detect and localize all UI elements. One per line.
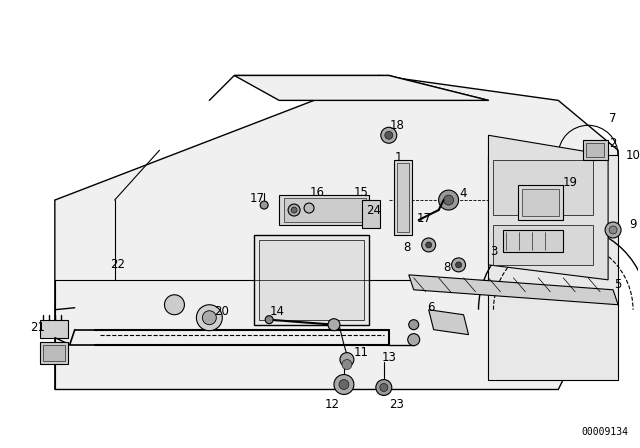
Polygon shape (234, 75, 488, 100)
Text: 8: 8 (403, 241, 410, 254)
Circle shape (605, 222, 621, 238)
Circle shape (452, 258, 465, 272)
Bar (279, 195, 369, 225)
Bar (504, 230, 563, 252)
Circle shape (380, 383, 388, 392)
Text: 11: 11 (353, 346, 369, 359)
Circle shape (339, 379, 349, 389)
Text: 15: 15 (353, 185, 368, 198)
Text: 13: 13 (381, 351, 396, 364)
Bar (522, 189, 559, 216)
Circle shape (422, 238, 436, 252)
Bar (259, 240, 364, 320)
Circle shape (409, 320, 419, 330)
Text: 1: 1 (395, 151, 403, 164)
Bar (284, 198, 366, 222)
Circle shape (408, 334, 420, 345)
Circle shape (609, 226, 617, 234)
Polygon shape (429, 310, 468, 335)
Circle shape (385, 131, 393, 139)
Circle shape (291, 207, 297, 213)
Circle shape (202, 311, 216, 325)
Text: 3: 3 (490, 246, 497, 258)
Bar (254, 235, 369, 325)
Bar (40, 342, 68, 364)
Text: 4: 4 (460, 187, 467, 200)
Text: 21: 21 (30, 321, 45, 334)
Bar (583, 140, 608, 160)
Bar (43, 345, 65, 361)
Circle shape (426, 242, 431, 248)
Text: 20: 20 (214, 305, 228, 318)
Text: 18: 18 (389, 119, 404, 132)
Polygon shape (55, 75, 618, 389)
Text: 17: 17 (250, 192, 265, 205)
Text: 17: 17 (416, 211, 431, 224)
Bar (493, 160, 593, 215)
Text: 16: 16 (310, 185, 324, 198)
Polygon shape (488, 135, 608, 280)
Bar (586, 143, 604, 157)
Text: 7: 7 (609, 112, 617, 125)
Text: 5: 5 (614, 278, 622, 291)
Text: 2: 2 (609, 137, 617, 150)
Circle shape (334, 375, 354, 395)
Circle shape (438, 190, 459, 210)
Bar (493, 225, 593, 265)
Polygon shape (409, 275, 618, 305)
Text: 24: 24 (366, 203, 381, 216)
Text: 22: 22 (110, 258, 125, 271)
Circle shape (381, 127, 397, 143)
Text: 8: 8 (443, 261, 451, 274)
Text: 10: 10 (625, 149, 640, 162)
Circle shape (196, 305, 222, 331)
Circle shape (444, 195, 454, 205)
Text: 23: 23 (389, 398, 404, 411)
Bar (397, 163, 409, 232)
Circle shape (328, 319, 340, 331)
Circle shape (260, 201, 268, 209)
Circle shape (340, 353, 354, 366)
Circle shape (304, 203, 314, 213)
Bar (394, 160, 412, 235)
Text: 00009134: 00009134 (581, 427, 628, 437)
Text: 6: 6 (427, 301, 435, 314)
Text: 9: 9 (629, 219, 637, 232)
Text: 12: 12 (324, 398, 339, 411)
Circle shape (164, 295, 184, 314)
Bar (518, 185, 563, 220)
Circle shape (342, 360, 352, 370)
Polygon shape (488, 155, 618, 379)
Circle shape (456, 262, 461, 268)
Bar (362, 200, 380, 228)
Text: 19: 19 (563, 176, 578, 189)
Circle shape (265, 316, 273, 324)
Text: 14: 14 (269, 305, 285, 318)
Bar (40, 320, 68, 338)
Circle shape (288, 204, 300, 216)
Circle shape (376, 379, 392, 396)
